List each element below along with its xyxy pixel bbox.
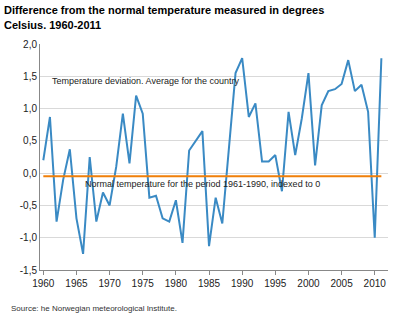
svg-text:1975: 1975 (132, 278, 155, 289)
svg-text:Source: he Norwegian meteorolo: Source: he Norwegian meteorological Inst… (11, 304, 177, 313)
svg-text:-1,5: -1,5 (20, 265, 38, 276)
svg-text:2,0: 2,0 (23, 39, 37, 50)
svg-text:Normal temperature for the per: Normal temperature for the period 1961-1… (85, 179, 320, 189)
svg-text:1965: 1965 (65, 278, 88, 289)
svg-text:1,5: 1,5 (23, 71, 37, 82)
svg-text:2000: 2000 (297, 278, 320, 289)
svg-text:1960: 1960 (32, 278, 55, 289)
svg-text:-1,0: -1,0 (20, 232, 38, 243)
svg-text:Temperature deviation. Average: Temperature deviation. Average for the c… (52, 76, 239, 86)
svg-text:-0,5: -0,5 (20, 200, 38, 211)
svg-text:1970: 1970 (98, 278, 121, 289)
svg-text:2010: 2010 (364, 278, 387, 289)
svg-text:1985: 1985 (198, 278, 221, 289)
svg-text:0,5: 0,5 (23, 135, 37, 146)
svg-text:1,0: 1,0 (23, 103, 37, 114)
svg-text:1995: 1995 (264, 278, 287, 289)
svg-text:Difference from the normal tem: Difference from the normal temperature m… (4, 4, 324, 30)
svg-text:1990: 1990 (231, 278, 254, 289)
svg-text:1980: 1980 (165, 278, 188, 289)
svg-text:2005: 2005 (330, 278, 353, 289)
svg-text:0,0: 0,0 (23, 168, 37, 179)
